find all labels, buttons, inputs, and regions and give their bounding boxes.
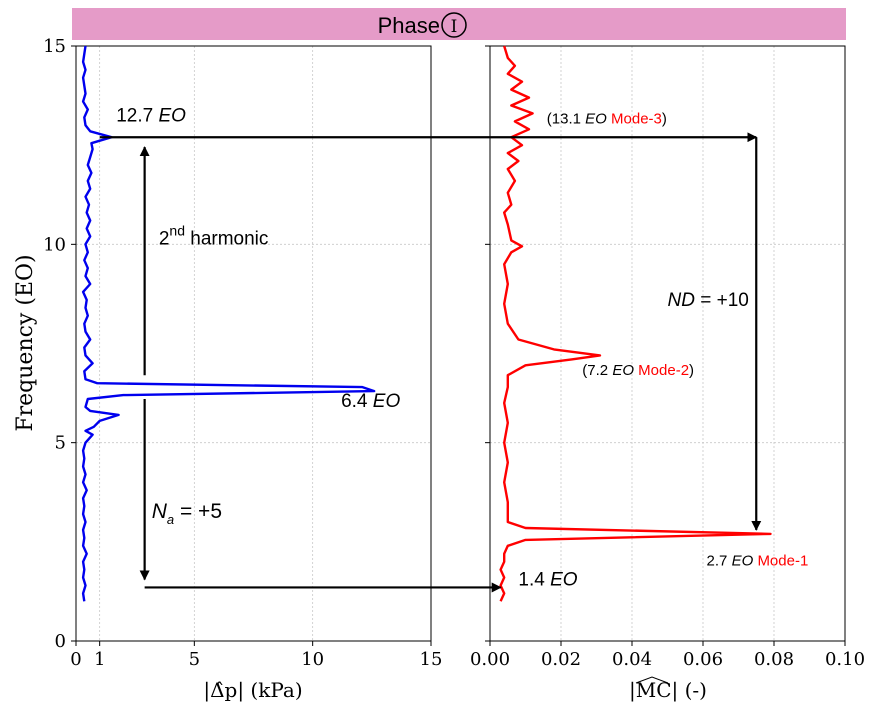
y-tick-label: 5 bbox=[55, 433, 66, 454]
right-x-tick-label: 0.04 bbox=[612, 649, 652, 670]
right-x-tick-label: 0.02 bbox=[541, 649, 581, 670]
y-tick-label: 15 bbox=[43, 36, 66, 57]
left-series bbox=[81, 45, 376, 602]
right-annotation: ND = +10 bbox=[668, 290, 749, 311]
right-x-tick-label: 0.00 bbox=[470, 649, 510, 670]
left-series-line bbox=[81, 45, 376, 602]
left-annotation: 2nd harmonic bbox=[159, 222, 269, 249]
right-x-axis-label: |MC| (-) bbox=[629, 678, 707, 703]
left-x-axis-label: |Δ̂p| (kPa) bbox=[203, 678, 302, 703]
right-x-tick-label: 0.08 bbox=[754, 649, 794, 670]
y-tick-label: 10 bbox=[43, 234, 66, 255]
y-tick-label: 0 bbox=[55, 631, 66, 652]
right-annotation: 2.7 EO Mode-1 bbox=[707, 553, 809, 570]
phase-title: Phase bbox=[378, 13, 440, 38]
right-panel: 0.00 0.02 0.04 0.06 0.08 0.10 (13.1 EO Mode-3… bbox=[470, 45, 865, 670]
left-annotation: 12.7 EO bbox=[116, 105, 186, 126]
right-grid bbox=[490, 46, 845, 641]
right-ticks: 0.00 0.02 0.04 0.06 0.08 0.10 bbox=[470, 45, 865, 670]
right-x-tick-label: 0.10 bbox=[825, 649, 865, 670]
right-annotation: 1.4 EO bbox=[518, 569, 577, 590]
left-annotations: 12.7 EO 6.4 EO 2nd harmonic Na = +5 bbox=[116, 105, 400, 527]
right-annotation: (13.1 EO Mode-3) bbox=[547, 110, 667, 127]
right-x-tick-label: 0.06 bbox=[683, 649, 723, 670]
right-plot-frame bbox=[489, 45, 846, 642]
right-annotation: (7.2 EO Mode-2) bbox=[582, 362, 694, 379]
left-x-tick-label: 1 bbox=[94, 649, 105, 670]
arrows bbox=[99, 132, 762, 593]
phase-roman-numeral: I bbox=[451, 17, 458, 37]
left-x-tick-label: 5 bbox=[189, 649, 200, 670]
left-annotation: 6.4 EO bbox=[341, 391, 400, 412]
y-axis-label: Frequency (EO) bbox=[13, 254, 38, 431]
left-plot-frame bbox=[75, 45, 432, 642]
right-series bbox=[499, 45, 772, 602]
right-x-label-hat bbox=[635, 676, 669, 684]
right-annotations: (13.1 EO Mode-3) (7.2 EO Mode-2) 2.7 EO Mo… bbox=[518, 110, 808, 590]
right-series-line bbox=[499, 45, 772, 602]
phase-roman-circle bbox=[441, 12, 467, 38]
left-x-tick-label: 15 bbox=[420, 649, 443, 670]
left-x-tick-label: 10 bbox=[301, 649, 324, 670]
left-x-tick-label: 0 bbox=[70, 649, 81, 670]
left-annotation: Na = +5 bbox=[152, 500, 222, 527]
left-grid bbox=[76, 46, 431, 641]
